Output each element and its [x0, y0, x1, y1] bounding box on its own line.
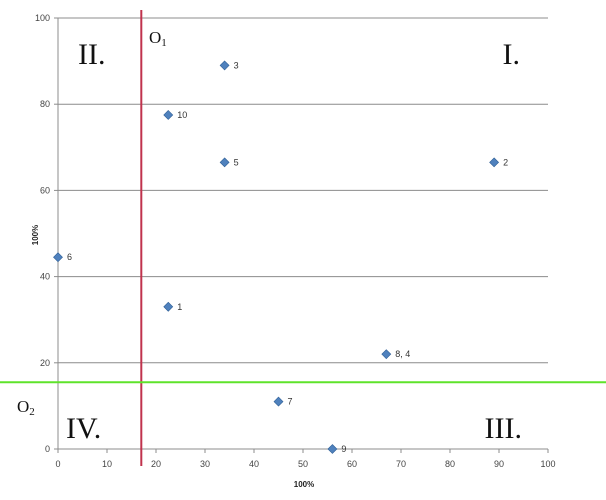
quadrant-label: II.	[78, 38, 105, 71]
x-tick-label: 0	[55, 459, 60, 469]
origin-label: O1	[149, 28, 167, 49]
x-tick-label: 90	[494, 459, 504, 469]
data-label: 1	[177, 302, 182, 312]
x-tick-label: 10	[102, 459, 112, 469]
data-label: 8, 4	[395, 349, 410, 359]
origin-label: O2	[17, 397, 35, 418]
x-tick-label: 60	[347, 459, 357, 469]
quadrant-labels: I. II. III. IV. O1 O2	[17, 28, 522, 445]
x-tick-label: 30	[200, 459, 210, 469]
y-tick-label: 0	[45, 444, 50, 454]
gridlines	[58, 17, 548, 364]
x-tick-label: 80	[445, 459, 455, 469]
x-tick-label: 50	[298, 459, 308, 469]
data-label: 10	[177, 110, 187, 120]
quadrant-label: III.	[485, 412, 522, 445]
quadrant-label: IV.	[66, 412, 101, 445]
y-axis-title: 100%	[31, 225, 40, 245]
data-point	[381, 349, 392, 360]
data-point	[163, 110, 174, 120]
data-point	[219, 157, 230, 168]
data-point	[163, 301, 174, 312]
reference-lines	[0, 10, 606, 466]
data-label: 7	[288, 397, 293, 407]
quadrant-label: I.	[503, 38, 521, 71]
data-label: 9	[341, 444, 346, 454]
y-tick-label: 100	[35, 13, 50, 23]
y-tick-label: 40	[40, 272, 50, 282]
data-label: 3	[234, 60, 239, 70]
x-tick-label: 40	[249, 459, 259, 469]
x-tick-label: 100	[540, 459, 555, 469]
data-point	[489, 157, 500, 168]
axes: 0 20 40 60 80 100 0 10 20 30 40 50 60 70 80 90 100	[35, 13, 556, 469]
y-tick-label: 80	[40, 99, 50, 109]
x-tick-label: 70	[396, 459, 406, 469]
y-tick-label: 20	[40, 358, 50, 368]
data-label: 5	[234, 157, 239, 167]
data-label: 2	[503, 157, 508, 167]
data-point	[327, 444, 338, 454]
data-point	[53, 252, 63, 263]
data-points: 1 2 3 5 6 7 8, 4 9 10	[53, 60, 508, 454]
data-point	[219, 60, 230, 71]
x-axis-title: 100%	[294, 480, 314, 489]
y-tick-label: 60	[40, 185, 50, 195]
data-point	[273, 396, 284, 407]
x-tick-label: 20	[151, 459, 161, 469]
data-label: 6	[67, 252, 72, 262]
